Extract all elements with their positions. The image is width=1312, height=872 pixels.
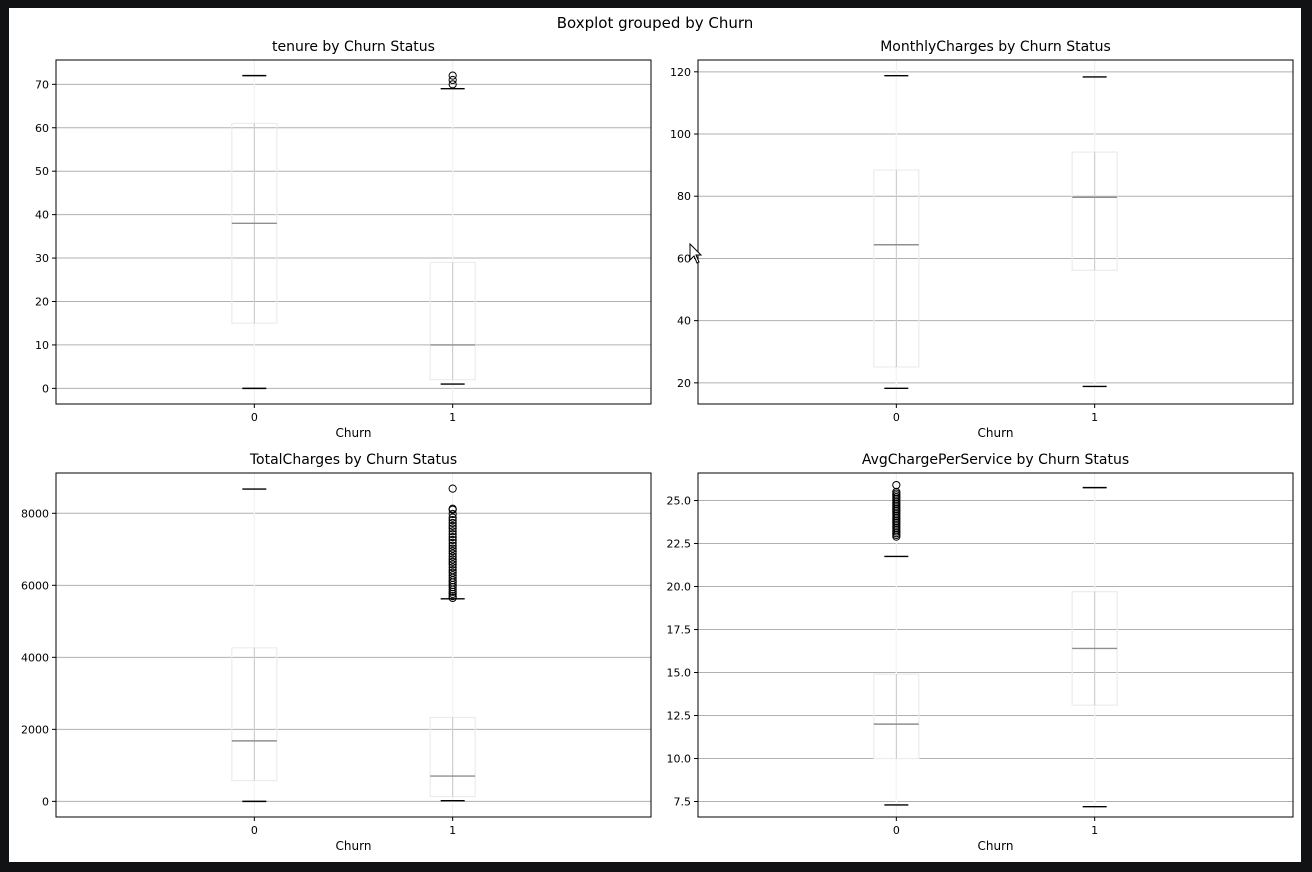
box-1 xyxy=(1071,76,1118,388)
y-tick-label: 20 xyxy=(35,295,49,308)
x-axis-label: Churn xyxy=(335,839,372,853)
boxplot-panel: 7.5 10.0 12.5 15.0 17.5 20.0 22.5 25.0 0 1 xyxy=(667,472,1294,837)
y-tick-label: 25.0 xyxy=(667,495,692,508)
outlier-point xyxy=(448,532,457,542)
x-tick-label: 0 xyxy=(251,824,258,837)
outlier-point xyxy=(448,571,457,580)
box-0 xyxy=(231,74,278,390)
y-tick-label: 80 xyxy=(677,190,691,203)
outlier-point xyxy=(448,513,457,522)
y-tick-label: 17.5 xyxy=(667,624,692,637)
outlier-point xyxy=(448,538,457,547)
panel-title: AvgChargePerService by Churn Status xyxy=(861,452,1130,468)
x-tick-label: 0 xyxy=(893,411,900,424)
outlier-point xyxy=(448,71,457,80)
y-tick-label: 12.5 xyxy=(667,710,692,723)
axes-frame xyxy=(55,59,652,405)
outlier-point xyxy=(448,524,457,533)
box-0 xyxy=(231,488,278,803)
outlier-point xyxy=(448,557,457,567)
y-tick-label: 15.0 xyxy=(667,667,692,680)
y-tick-label: 120 xyxy=(670,66,691,79)
axes-frame xyxy=(55,472,652,818)
outlier-point xyxy=(448,592,457,601)
outlier-point xyxy=(448,549,457,558)
figure-title: Boxplot grouped by Churn xyxy=(556,14,754,32)
outlier-point xyxy=(448,521,457,530)
outlier-point xyxy=(448,544,457,553)
outlier-point xyxy=(448,518,457,528)
outlier-point xyxy=(448,555,457,564)
figure: Boxplot grouped by Churn tenure by Churn… xyxy=(9,8,1301,862)
y-tick-label: 10 xyxy=(35,339,49,352)
y-tick-label: 2000 xyxy=(21,723,49,736)
y-tick-label: 60 xyxy=(35,122,49,135)
box-1 xyxy=(429,484,476,802)
x-tick-label: 1 xyxy=(449,411,456,424)
panel-title: tenure by Churn Status xyxy=(272,39,435,55)
x-tick-label: 0 xyxy=(251,411,258,424)
outlier-point xyxy=(448,541,457,550)
outlier-point xyxy=(448,535,457,545)
y-tick-label: 10.0 xyxy=(667,753,692,766)
x-tick-label: 1 xyxy=(449,824,456,837)
axes-frame xyxy=(697,59,1294,405)
axes-frame xyxy=(697,472,1294,818)
outlier-point xyxy=(448,527,457,536)
outlier-point xyxy=(448,566,457,575)
outlier-point xyxy=(448,484,457,493)
x-tick-label: 1 xyxy=(1091,411,1098,424)
y-tick-label: 0 xyxy=(42,382,49,395)
outlier-point xyxy=(448,568,457,577)
box-0 xyxy=(873,75,920,389)
y-tick-label: 7.5 xyxy=(674,796,692,809)
y-tick-label: 6000 xyxy=(21,579,49,592)
y-tick-label: 0 xyxy=(42,795,49,808)
y-tick-label: 100 xyxy=(670,128,691,141)
box-1 xyxy=(429,71,476,385)
outlier-point xyxy=(448,509,457,519)
y-tick-label: 40 xyxy=(677,315,691,328)
iqr-box xyxy=(873,673,920,760)
y-tick-label: 40 xyxy=(35,209,49,222)
outlier-point xyxy=(448,563,457,572)
x-tick-label: 1 xyxy=(1091,824,1098,837)
mouse-pointer-icon xyxy=(689,242,703,264)
x-axis-label: Churn xyxy=(977,426,1014,440)
boxplot-panel: 0 2000 4000 6000 8000 0 1 xyxy=(21,472,652,837)
y-tick-label: 50 xyxy=(35,165,49,178)
y-tick-label: 8000 xyxy=(21,507,49,520)
y-tick-label: 20 xyxy=(677,377,691,390)
outlier-point xyxy=(448,560,457,569)
x-axis-label: Churn xyxy=(335,426,372,440)
panel-title: MonthlyCharges by Churn Status xyxy=(880,39,1111,55)
boxplot-panel: 20 40 60 80 100 120 0 1 xyxy=(670,59,1294,424)
y-tick-label: 22.5 xyxy=(667,538,692,551)
box-1 xyxy=(1071,486,1118,808)
outlier-point xyxy=(448,80,457,89)
outlier-point xyxy=(448,547,457,556)
boxplot-panel: 0 10 20 30 40 50 60 70 0 1 xyxy=(35,59,652,424)
outlier-point xyxy=(448,530,457,539)
outlier-point xyxy=(448,75,457,85)
panel-title: TotalCharges by Churn Status xyxy=(249,452,458,468)
x-axis-label: Churn xyxy=(977,839,1014,853)
outlier-point xyxy=(448,516,457,525)
y-tick-label: 60 xyxy=(677,252,691,265)
outlier-point xyxy=(892,480,901,490)
y-tick-label: 30 xyxy=(35,252,49,265)
outlier-point xyxy=(448,504,457,513)
box-0 xyxy=(873,480,920,806)
outlier-point xyxy=(448,552,457,561)
x-tick-label: 0 xyxy=(893,824,900,837)
y-tick-label: 4000 xyxy=(21,651,49,664)
y-tick-label: 70 xyxy=(35,78,49,91)
y-tick-label: 20.0 xyxy=(667,581,692,594)
